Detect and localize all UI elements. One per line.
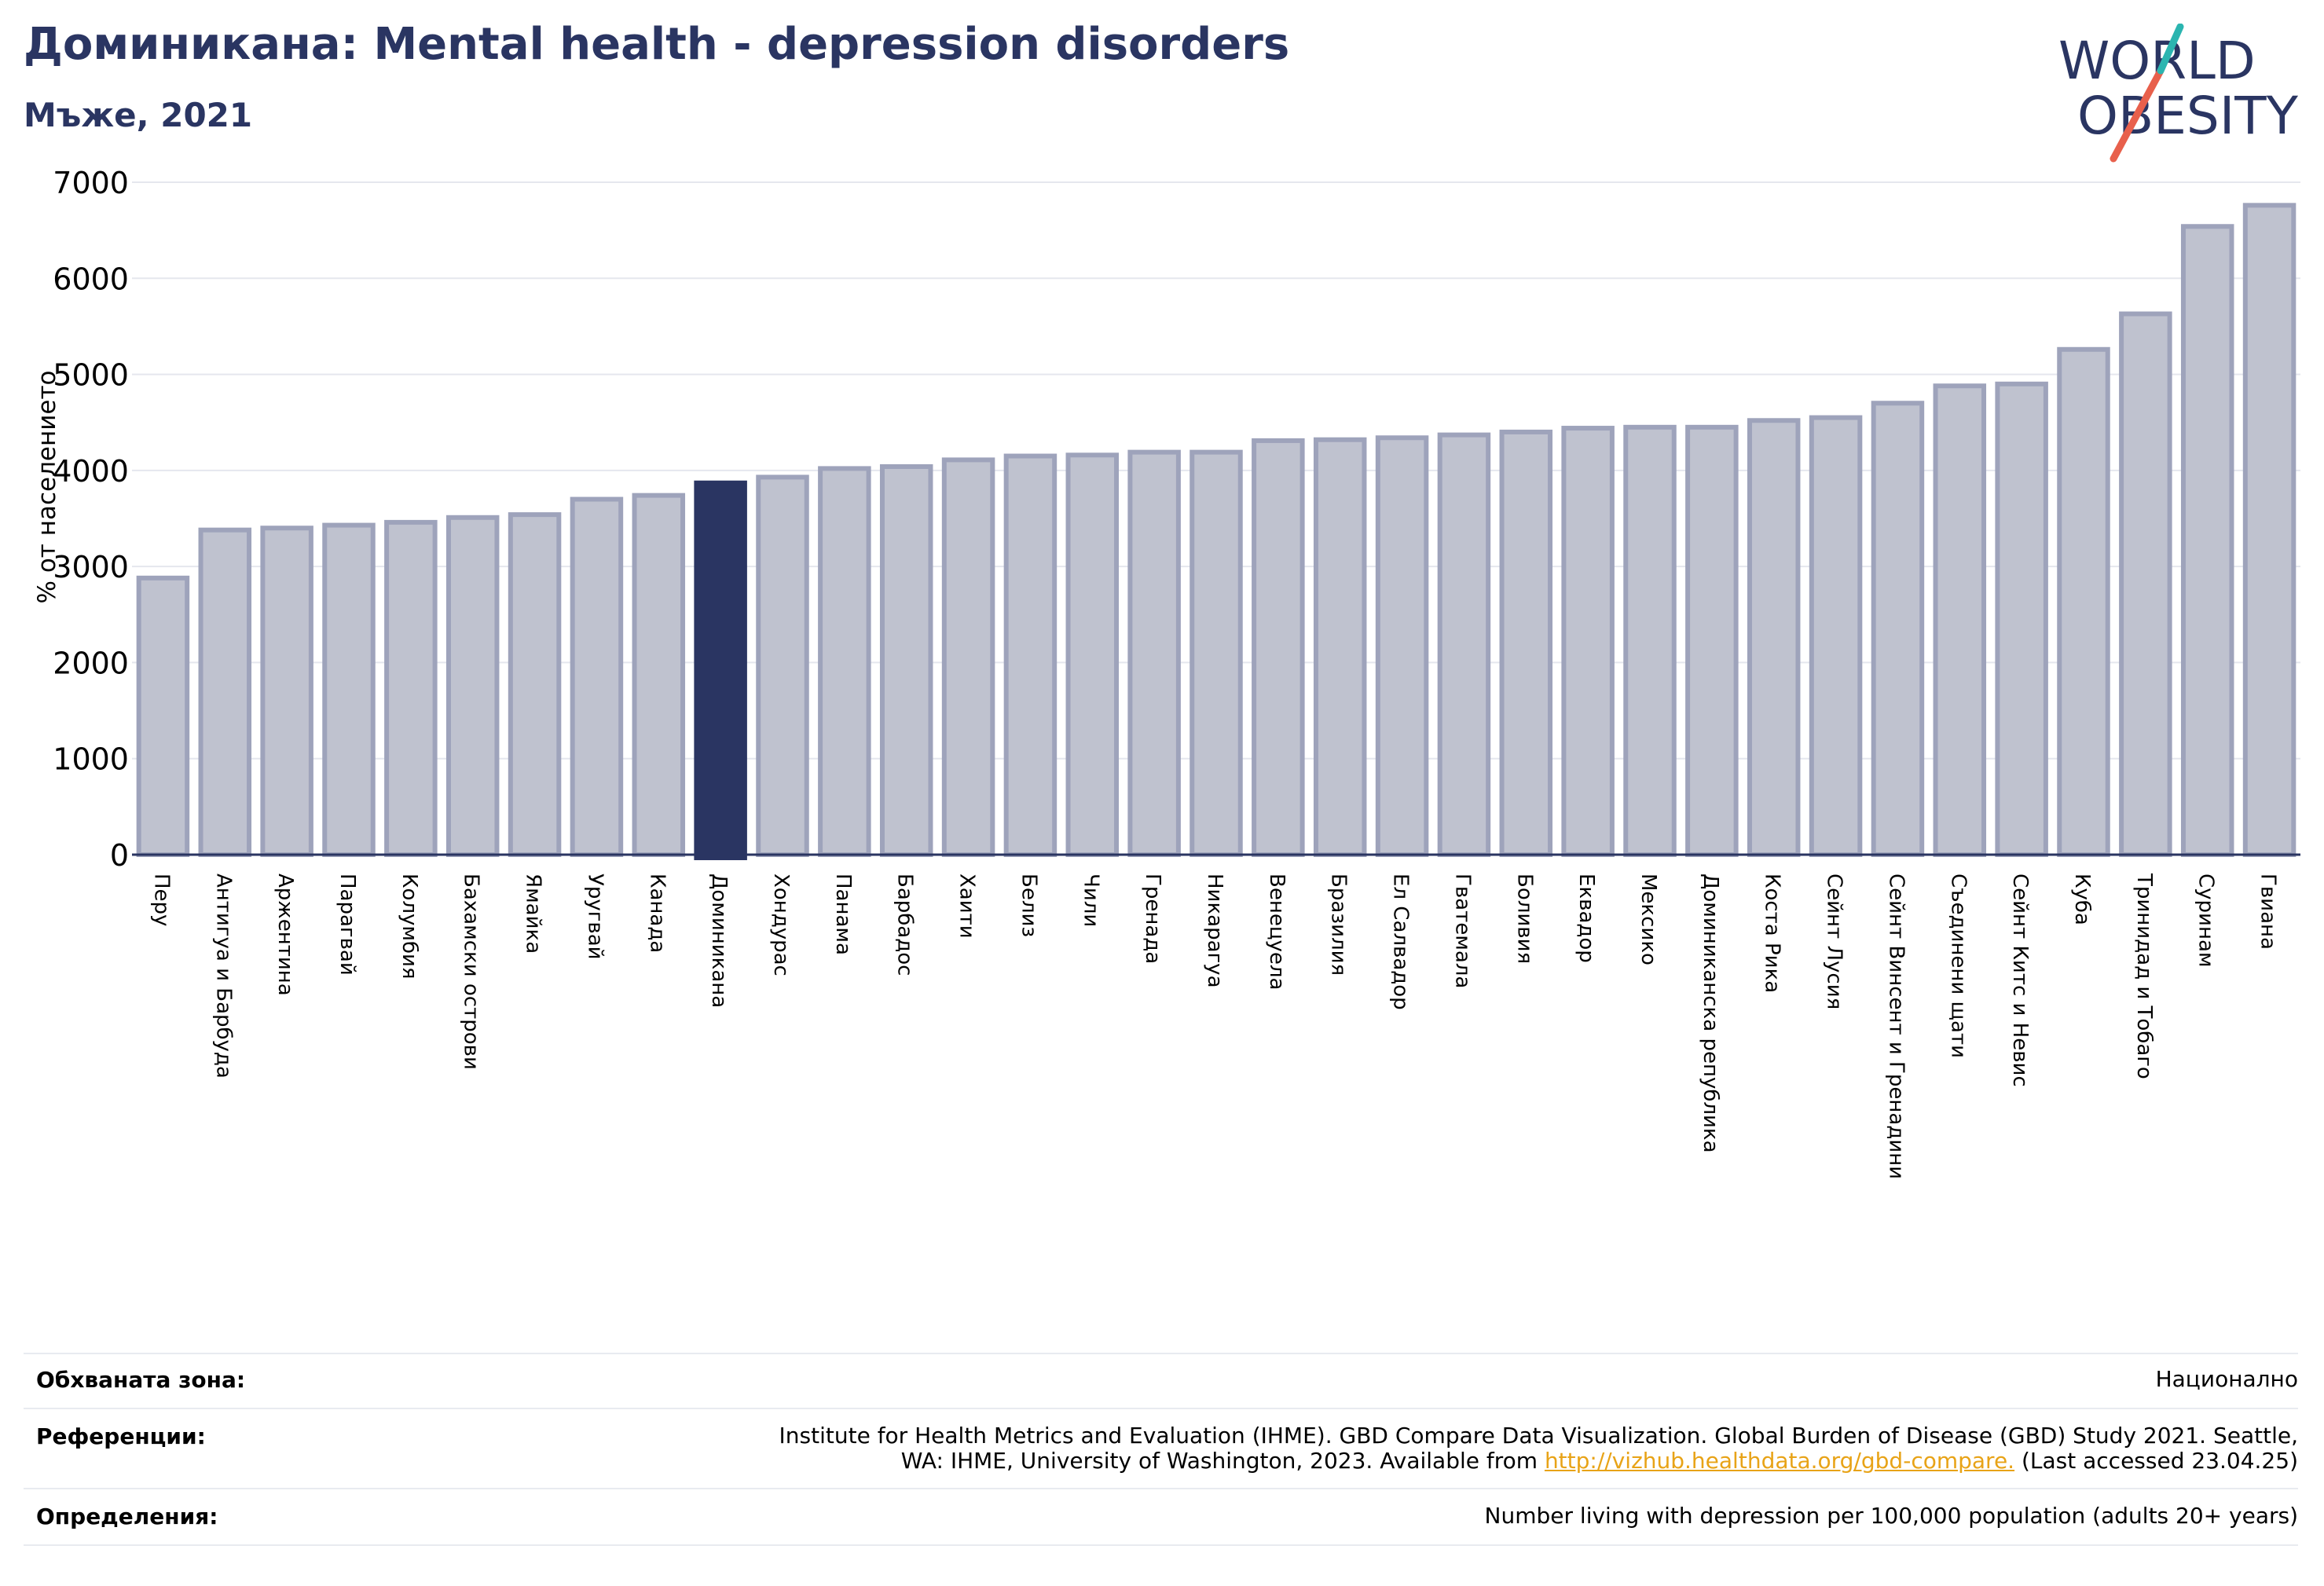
x-tick-label: Гвиана (2256, 874, 2280, 950)
bar (384, 519, 438, 857)
x-tick-label: Гренада (1141, 874, 1164, 964)
bar (1127, 449, 1181, 857)
bar (941, 457, 995, 857)
x-tick-label: Бахамски острови (460, 874, 483, 1070)
logo-slash-red (2110, 67, 2165, 163)
y-tick-label: 4000 (53, 454, 129, 489)
bar (1871, 401, 1925, 857)
y-axis-label: % от населението (33, 371, 61, 604)
bar (756, 474, 809, 857)
bar (260, 526, 313, 857)
x-tick-label: Хаити (955, 874, 979, 939)
x-tick-label: Гватемала (1450, 874, 1474, 988)
references-line2: WA: IHME, University of Washington, 2023… (900, 1448, 2298, 1474)
x-tick-label: Чили (1079, 874, 1102, 927)
x-tick-label: Ямайка (522, 874, 545, 954)
x-tick-label: Суринам (2194, 874, 2218, 968)
logo-slash-teal (2157, 24, 2184, 75)
coverage-label: Обхваната зона: (36, 1367, 246, 1393)
x-tick-label: Доминикана (707, 874, 731, 1008)
x-tick-label: Панама (831, 874, 855, 955)
bar (1313, 437, 1367, 857)
bar (879, 463, 933, 857)
y-tick-label: 2000 (53, 646, 129, 680)
bar (818, 466, 871, 857)
divider (24, 1408, 2298, 1409)
divider (24, 1488, 2298, 1489)
bar (570, 496, 624, 857)
y-tick-label: 7000 (53, 166, 129, 200)
bar (2119, 311, 2172, 857)
logo-line2: OBESITY (2077, 86, 2299, 146)
bar (1747, 418, 1801, 857)
y-tick-label: 6000 (53, 262, 129, 296)
bar (1003, 453, 1058, 857)
x-tick-label: Аржентина (273, 874, 297, 996)
world-obesity-logo: WORLD OBESITY (2058, 24, 2299, 163)
x-tick-label: Доминиканска република (1699, 874, 1722, 1153)
x-tick-label: Уругвай (583, 874, 607, 960)
bar (508, 512, 562, 857)
x-tick-label: Мексико (1637, 874, 1660, 965)
y-tick-label: 1000 (53, 742, 129, 777)
x-tick-label: Боливия (1512, 874, 1536, 964)
bar (198, 527, 252, 857)
bar (2057, 346, 2110, 857)
x-tick-label: Ел Салвадор (1389, 874, 1413, 1010)
x-tick-label: Сейнт Лусия (1823, 874, 1846, 1009)
x-tick-label: Парагвай (335, 874, 359, 976)
bar (2242, 203, 2297, 857)
bar (1375, 435, 1429, 857)
bar (322, 522, 376, 857)
bar (1995, 381, 2048, 857)
coverage-value: Национално (2155, 1366, 2298, 1392)
chart-title: Доминикана: Mental health - depression d… (24, 19, 1290, 70)
bar (1499, 429, 1553, 857)
divider (24, 1353, 2298, 1354)
x-tick-label: Перу (149, 874, 173, 926)
references-value: Institute for Health Metrics and Evaluat… (779, 1423, 2298, 1474)
bar (1685, 424, 1739, 857)
x-tick-label: Антигуа и Барбуда (211, 874, 235, 1079)
bar (1252, 438, 1305, 857)
x-tick-label: Съединени щати (1946, 874, 1970, 1058)
x-tick-label: Хондурас (769, 874, 793, 976)
bar (445, 515, 500, 858)
bar (1065, 452, 1120, 857)
x-tick-label: Тринидад и Тобаго (2132, 873, 2156, 1079)
x-tick-label: Колумбия (398, 874, 421, 980)
x-tick-label: Барбадос (893, 874, 917, 976)
bar (136, 575, 190, 857)
x-tick-label: Белиз (1017, 874, 1040, 937)
y-tick-label: 3000 (53, 550, 129, 584)
bar (2180, 224, 2234, 858)
references-label: Референции: (36, 1423, 206, 1449)
x-tick-label: Бразилия (1327, 874, 1351, 976)
bar (1437, 432, 1491, 857)
x-tick-label: Сейнт Китс и Невис (2008, 874, 2032, 1087)
bar (1623, 424, 1677, 857)
definitions-value: Number living with depression per 100,00… (1484, 1503, 2298, 1529)
x-tick-label: Куба (2070, 874, 2094, 925)
references-link[interactable]: http://vizhub.healthdata.org/gbd-compare… (1544, 1448, 2015, 1474)
bar (1809, 415, 1863, 857)
x-tick-label: Никарагуа (1203, 874, 1226, 988)
chart-subtitle: Мъже, 2021 (24, 96, 253, 134)
y-tick-label: 0 (110, 838, 129, 873)
x-tick-label: Канада (645, 874, 669, 953)
bar (694, 480, 747, 860)
x-tick-label: Сейнт Винсент и Гренадини (1884, 874, 1908, 1179)
bar-chart: 0 1000 2000 3000 4000 5000 6000 7000 Перу Антигу… (33, 166, 2300, 1179)
bar (1561, 426, 1615, 857)
x-tick-label: Еквадор (1574, 874, 1598, 963)
definitions-label: Определения: (36, 1504, 218, 1529)
bar (632, 493, 686, 857)
references-line1: Institute for Health Metrics and Evaluat… (779, 1423, 2298, 1449)
divider (24, 1544, 2298, 1546)
x-tick-label: Коста Рика (1761, 874, 1784, 993)
y-tick-label: 5000 (53, 358, 129, 393)
bar (1933, 383, 1987, 857)
bar (1189, 449, 1243, 857)
x-tick-label: Венецуела (1265, 874, 1288, 990)
